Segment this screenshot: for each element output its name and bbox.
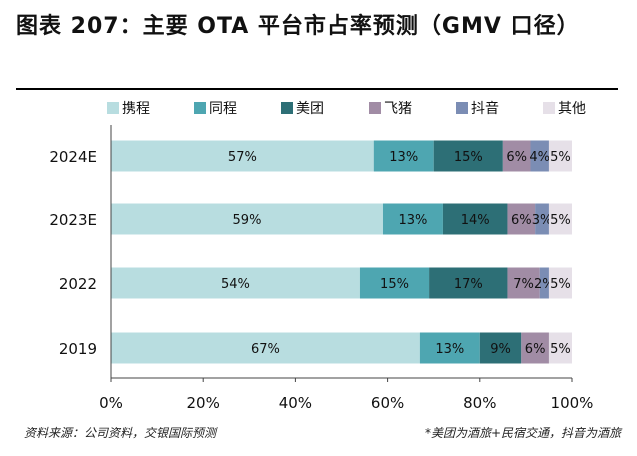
data-label-2024E-飞猪: 6% xyxy=(506,150,527,165)
bar-2022-抖音 xyxy=(539,267,549,299)
data-label-2023E-携程: 59% xyxy=(233,213,262,228)
bar-2022-同程 xyxy=(359,267,430,299)
bar-2023E-其他 xyxy=(548,203,572,235)
bar-2024E-飞猪 xyxy=(502,140,531,172)
legend-swatch-同程 xyxy=(194,102,206,114)
data-label-2024E-抖音: 4% xyxy=(529,150,550,165)
bar-2024E-同程 xyxy=(373,140,434,172)
legend-label-同程: 同程 xyxy=(209,101,237,117)
data-label-2022-同程: 15% xyxy=(380,277,409,292)
category-label-2019: 2019 xyxy=(59,340,97,358)
legend-swatch-其他 xyxy=(543,102,555,114)
data-label-2022-美团: 17% xyxy=(454,277,483,292)
x-tick-label-2: 40% xyxy=(279,394,312,412)
legend-swatch-携程 xyxy=(107,102,119,114)
data-label-2023E-抖音: 3% xyxy=(532,213,553,228)
category-label-2024E: 2024E xyxy=(49,148,97,166)
chart-title: 图表 207：主要 OTA 平台市占率预测（GMV 口径） xyxy=(16,14,580,39)
data-label-2024E-其他: 5% xyxy=(550,150,571,165)
data-label-2019-美团: 9% xyxy=(490,342,511,357)
bar-2022-携程 xyxy=(111,267,360,299)
legend-label-飞猪: 飞猪 xyxy=(384,101,412,117)
data-label-2023E-同程: 13% xyxy=(399,213,428,228)
legend-swatch-飞猪 xyxy=(369,102,381,114)
legend-label-美团: 美团 xyxy=(296,101,324,117)
data-label-2024E-美团: 15% xyxy=(454,150,483,165)
legend-label-携程: 携程 xyxy=(122,101,150,117)
data-label-2023E-其他: 5% xyxy=(550,213,571,228)
data-label-2024E-携程: 57% xyxy=(228,150,257,165)
x-tick-label-0: 0% xyxy=(99,394,123,412)
legend-swatch-抖音 xyxy=(456,102,468,114)
x-tick-label-5: 100% xyxy=(551,394,594,412)
category-label-2022: 2022 xyxy=(59,275,97,293)
source-note: 资料来源：公司资料，交银国际预测 xyxy=(24,426,217,440)
bar-2019-同程 xyxy=(419,332,480,364)
category-label-2023E: 2023E xyxy=(49,211,97,229)
data-label-2019-飞猪: 6% xyxy=(525,342,546,357)
bar-2024E-其他 xyxy=(548,140,572,172)
legend-swatch-美团 xyxy=(281,102,293,114)
bar-2023E-同程 xyxy=(382,203,443,235)
bar-2022-飞猪 xyxy=(507,267,540,299)
data-label-2022-携程: 54% xyxy=(221,277,250,292)
bar-2023E-飞猪 xyxy=(507,203,536,235)
bar-2019-飞猪 xyxy=(521,332,549,364)
bar-2022-其他 xyxy=(548,267,572,299)
bar-2023E-抖音 xyxy=(535,203,549,235)
x-tick-label-3: 60% xyxy=(371,394,404,412)
bar-2023E-携程 xyxy=(111,203,383,235)
bar-2022-美团 xyxy=(429,267,508,299)
x-tick-label-1: 20% xyxy=(187,394,220,412)
data-label-2019-携程: 67% xyxy=(251,342,280,357)
data-label-2019-其他: 5% xyxy=(550,342,571,357)
data-label-2023E-飞猪: 6% xyxy=(511,213,532,228)
data-label-2024E-同程: 13% xyxy=(389,150,418,165)
bar-2019-美团 xyxy=(479,332,522,364)
bar-2019-携程 xyxy=(111,332,420,364)
legend-label-抖音: 抖音 xyxy=(471,100,499,117)
x-tick-label-4: 80% xyxy=(463,394,496,412)
legend-label-其他: 其他 xyxy=(558,101,586,117)
data-label-2023E-美团: 14% xyxy=(461,213,490,228)
bar-2024E-美团 xyxy=(433,140,503,172)
footnote: *美团为酒旅+民宿交通，抖音为酒旅 xyxy=(424,426,621,440)
data-label-2022-其他: 5% xyxy=(550,277,571,292)
data-label-2022-飞猪: 7% xyxy=(513,277,534,292)
bar-2023E-美团 xyxy=(442,203,508,235)
title-rule xyxy=(16,88,618,90)
data-label-2019-同程: 13% xyxy=(435,342,464,357)
bar-2019-其他 xyxy=(548,332,572,364)
bar-2024E-抖音 xyxy=(530,140,549,172)
bar-2024E-携程 xyxy=(111,140,374,172)
